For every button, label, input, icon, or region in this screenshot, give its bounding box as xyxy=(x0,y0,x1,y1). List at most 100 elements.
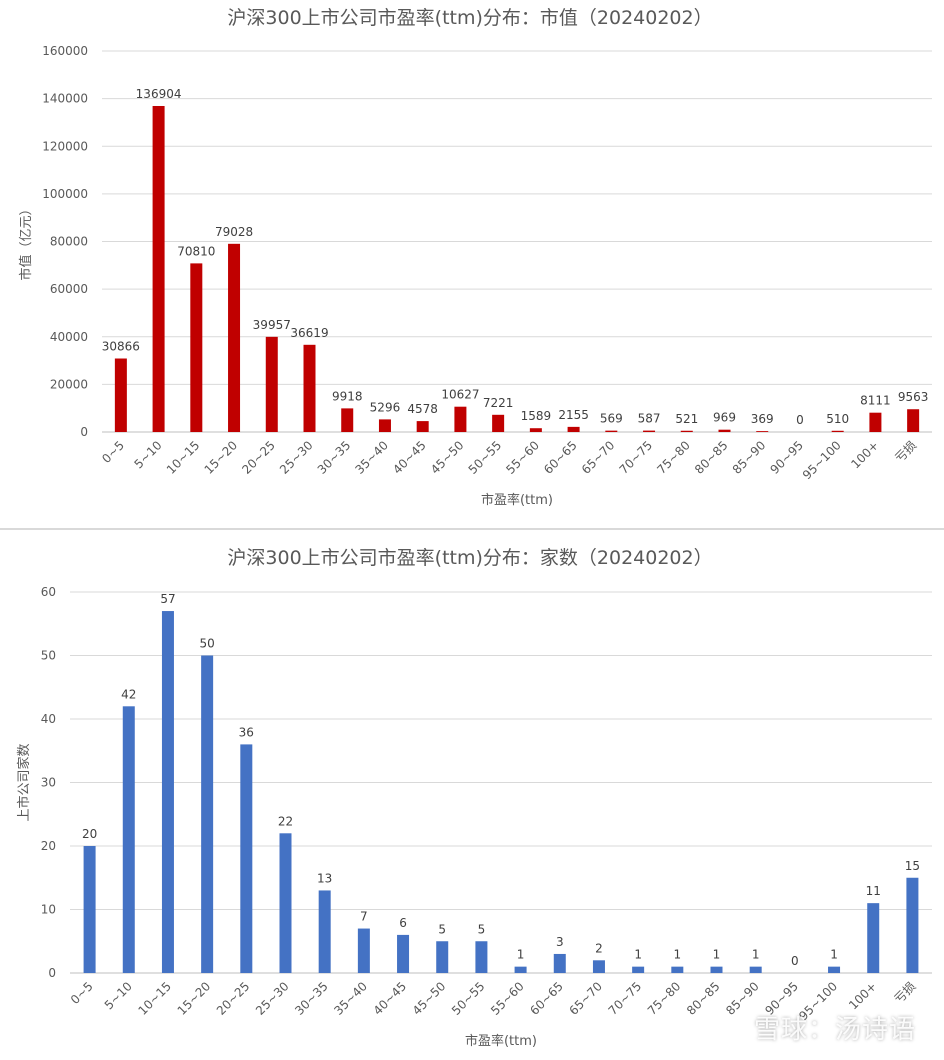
bar xyxy=(680,430,693,432)
x-tick-label: 25~30 xyxy=(253,979,292,1018)
bar xyxy=(831,430,844,432)
bar xyxy=(605,430,618,432)
y-tick-label: 10 xyxy=(41,903,56,917)
data-label: 9918 xyxy=(332,389,363,403)
data-label: 79028 xyxy=(215,225,253,239)
y-axis-label: 市值（亿元） xyxy=(18,202,34,280)
bar xyxy=(749,966,762,973)
y-tick-label: 120000 xyxy=(42,139,88,153)
bar xyxy=(710,966,723,973)
x-tick-label: 70~75 xyxy=(617,438,656,477)
x-tick-label: 65~70 xyxy=(579,438,618,477)
x-tick-label: 45~50 xyxy=(428,438,467,477)
y-tick-label: 50 xyxy=(41,649,56,663)
data-label: 5 xyxy=(478,922,486,936)
data-label: 10627 xyxy=(441,388,479,402)
market-cap-chart-svg: 沪深300上市公司市盈率(ttm)分布：市值（20240202） 0 20000 40… xyxy=(18,7,932,508)
data-label: 70810 xyxy=(177,244,215,258)
bar xyxy=(240,744,253,973)
data-label: 22 xyxy=(278,814,293,828)
bar xyxy=(397,934,410,973)
data-label: 521 xyxy=(675,412,698,426)
data-label: 5296 xyxy=(370,400,401,414)
data-label: 1 xyxy=(713,948,721,962)
x-tick-label: 40~45 xyxy=(390,438,429,477)
x-tick-label: 50~55 xyxy=(449,979,488,1018)
bar xyxy=(114,358,127,432)
bar xyxy=(83,846,96,973)
bar xyxy=(436,941,449,973)
x-tick-label: 75~80 xyxy=(654,438,693,477)
x-tick-label: 65~70 xyxy=(566,979,605,1018)
y-tick-label: 0 xyxy=(80,425,88,439)
data-label: 39957 xyxy=(253,318,291,332)
bar xyxy=(201,655,214,973)
data-label: 0 xyxy=(796,413,804,427)
y-tick-label: 40 xyxy=(41,712,56,726)
data-label: 1 xyxy=(517,948,525,962)
x-tick-label: 55~60 xyxy=(488,979,527,1018)
data-label: 36 xyxy=(239,725,254,739)
x-tick-label: 55~60 xyxy=(503,438,542,477)
data-label: 1 xyxy=(830,948,838,962)
x-tick-label: 35~40 xyxy=(331,979,370,1018)
bar xyxy=(152,105,165,433)
x-tick-label: 10~15 xyxy=(135,979,174,1018)
data-label: 7221 xyxy=(483,396,514,410)
x-tick-label: 亏损 xyxy=(892,438,919,465)
bar xyxy=(869,412,882,432)
bar xyxy=(318,890,331,973)
data-label: 1 xyxy=(752,948,760,962)
chart-title: 沪深300上市公司市盈率(ttm)分布：家数（20240202） xyxy=(227,547,712,569)
company-count-chart-svg: 沪深300上市公司市盈率(ttm)分布：家数（20240202）01020304… xyxy=(16,547,932,1049)
data-label: 4578 xyxy=(407,402,438,416)
data-label: 13 xyxy=(317,871,332,885)
bar xyxy=(279,833,292,973)
x-tick-label: 20~25 xyxy=(239,438,278,477)
data-label: 50 xyxy=(199,637,214,651)
bar xyxy=(357,928,370,973)
bar xyxy=(122,706,135,973)
watermark-text: 雪球：汤诗语 xyxy=(753,1015,916,1045)
data-label: 0 xyxy=(791,954,799,968)
bar xyxy=(378,419,391,432)
y-tick-label: 140000 xyxy=(42,92,88,106)
data-label: 969 xyxy=(713,411,736,425)
bar xyxy=(416,421,429,432)
x-tick-label: 10~15 xyxy=(164,438,203,477)
data-label: 510 xyxy=(826,412,849,426)
x-tick-label: 30~35 xyxy=(315,438,354,477)
bar xyxy=(592,960,605,973)
chart-title: 沪深300上市公司市盈率(ttm)分布：市值（20240202） xyxy=(227,7,712,29)
data-label: 42 xyxy=(121,687,136,701)
x-tick-label: 25~30 xyxy=(277,438,316,477)
bar xyxy=(867,903,880,973)
data-label: 15 xyxy=(905,859,920,873)
x-tick-label: 0~5 xyxy=(68,979,96,1007)
x-tick-label: 80~85 xyxy=(684,979,723,1018)
data-label: 30866 xyxy=(102,340,140,354)
y-axis-label: 上市公司家数 xyxy=(16,743,32,821)
x-tick-label: 0~5 xyxy=(99,438,127,466)
data-label: 36619 xyxy=(290,326,328,340)
bar xyxy=(718,429,731,432)
chart-divider xyxy=(0,528,944,530)
x-tick-label: 85~90 xyxy=(730,438,769,477)
x-tick-label: 70~75 xyxy=(606,979,645,1018)
x-tick-label: 80~85 xyxy=(692,438,731,477)
y-tick-label: 60000 xyxy=(50,282,88,296)
bar xyxy=(671,966,684,973)
data-label: 136904 xyxy=(136,87,182,101)
x-tick-label: 100+ xyxy=(848,438,881,471)
bar xyxy=(632,966,645,973)
bar xyxy=(190,263,203,432)
x-tick-label: 亏损 xyxy=(892,979,919,1006)
bar xyxy=(907,409,920,432)
data-label: 369 xyxy=(751,412,774,426)
x-tick-label: 5~10 xyxy=(132,438,165,471)
y-tick-label: 20000 xyxy=(50,377,88,391)
bar xyxy=(303,344,316,432)
y-tick-label: 80000 xyxy=(50,235,88,249)
bar xyxy=(828,966,841,973)
bar xyxy=(161,611,174,973)
